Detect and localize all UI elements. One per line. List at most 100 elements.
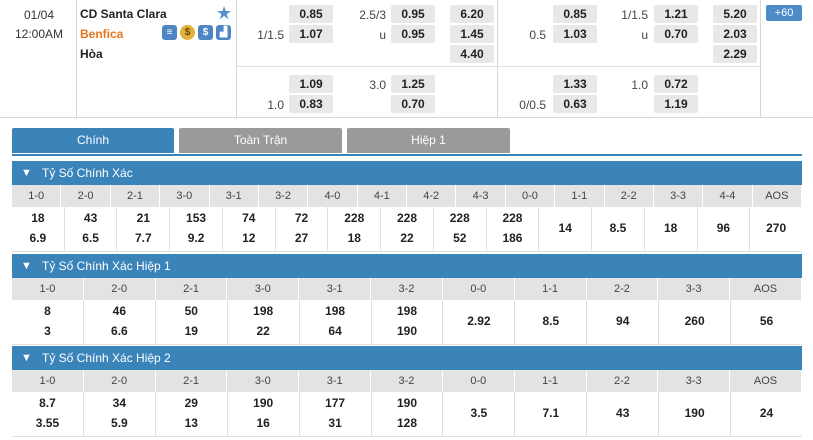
odds-value[interactable]: 198 (253, 304, 274, 318)
tab-full-match[interactable]: Toàn Trận (179, 128, 342, 153)
score-odds-cell[interactable]: 43 6.5 (65, 207, 118, 251)
odds-value[interactable]: 3.55 (35, 416, 60, 430)
odds-value[interactable]: 228 (396, 211, 418, 225)
h1-1x2-home[interactable]: 5.20 (713, 5, 757, 23)
score-odds-cell[interactable]: 8.7 3.55 (12, 392, 84, 436)
ft-1x2-home[interactable]: 6.20 (450, 5, 494, 23)
ft-ou-under[interactable]: 0.95 (391, 25, 435, 43)
h1-ou2-under[interactable]: 1.19 (654, 95, 698, 113)
odds-value[interactable]: 94 (616, 314, 630, 328)
ft-hdp2-home[interactable]: 1.09 (289, 75, 333, 93)
odds-value[interactable]: 8.5 (542, 314, 560, 328)
odds-value[interactable]: 29 (184, 396, 198, 410)
odds-value[interactable]: 27 (294, 231, 309, 245)
score-odds-cell[interactable]: 50 19 (156, 300, 228, 344)
score-odds-cell[interactable]: 94 (587, 300, 660, 344)
score-odds-cell[interactable]: 153 9.2 (170, 207, 223, 251)
odds-value[interactable]: 9.2 (187, 231, 205, 245)
score-odds-cell[interactable]: 198 64 (300, 300, 372, 344)
h1-hdp2-away[interactable]: 0.63 (553, 95, 597, 113)
odds-value[interactable]: 6.5 (82, 231, 99, 245)
odds-value[interactable]: 46 (112, 304, 127, 318)
odds-value[interactable]: 8 (44, 304, 51, 318)
odds-value[interactable]: 16 (256, 416, 270, 430)
h1-1x2-away[interactable]: 2.03 (713, 25, 757, 43)
score-odds-cell[interactable]: 198 190 (372, 300, 444, 344)
ft-hdp2-away[interactable]: 0.83 (289, 95, 333, 113)
odds-value[interactable]: 43 (616, 406, 630, 420)
odds-value[interactable]: 31 (328, 416, 342, 430)
h1-1x2-draw[interactable]: 2.29 (713, 45, 757, 63)
score-odds-cell[interactable]: 72 27 (276, 207, 329, 251)
odds-value[interactable]: 24 (759, 406, 774, 420)
odds-value[interactable]: 21 (136, 211, 151, 225)
tab-first-half[interactable]: Hiệp 1 (347, 128, 510, 153)
more-markets-button[interactable]: +60 (766, 5, 802, 21)
odds-value[interactable]: 270 (766, 221, 787, 235)
odds-value[interactable]: 34 (112, 396, 127, 410)
odds-value[interactable]: 228 (344, 211, 365, 225)
score-odds-cell[interactable]: 260 (659, 300, 732, 344)
score-odds-cell[interactable]: 46 6.6 (84, 300, 156, 344)
score-odds-cell[interactable]: 56 (731, 300, 802, 344)
tab-main[interactable]: Chính (12, 128, 174, 153)
h1-ou-over[interactable]: 1.21 (654, 5, 698, 23)
ft-hdp-away[interactable]: 1.07 (289, 25, 333, 43)
odds-value[interactable]: 198 (396, 304, 417, 318)
score-odds-cell[interactable]: 18 6.9 (12, 207, 65, 251)
score-odds-cell[interactable]: 18 (645, 207, 698, 251)
odds-value[interactable]: 228 (449, 211, 470, 225)
odds-value[interactable]: 18 (347, 231, 361, 245)
odds-value[interactable]: 198 (325, 304, 346, 318)
odds-value[interactable]: 43 (83, 211, 98, 225)
ft-1x2-draw[interactable]: 4.40 (450, 45, 494, 63)
section-header[interactable]: ▼ Tỷ Số Chính Xác Hiệp 1 (12, 254, 802, 278)
odds-value[interactable]: 18 (664, 221, 678, 235)
odds-value[interactable]: 2.92 (467, 314, 491, 328)
money-icon[interactable]: $ (180, 25, 195, 40)
score-odds-cell[interactable]: 21 7.7 (117, 207, 171, 251)
score-odds-cell[interactable]: 270 (750, 207, 802, 251)
h1-hdp-home[interactable]: 0.85 (553, 5, 597, 23)
odds-value[interactable]: 8.5 (609, 221, 627, 235)
score-odds-cell[interactable]: 228 22 (381, 207, 434, 251)
ft-ou-over[interactable]: 0.95 (391, 5, 435, 23)
star-icon[interactable]: ★ (216, 3, 233, 23)
score-odds-cell[interactable]: 8.5 (592, 207, 645, 251)
score-odds-cell[interactable]: 2.92 (443, 300, 516, 344)
h1-hdp-away[interactable]: 1.03 (553, 25, 597, 43)
score-odds-cell[interactable]: 198 22 (228, 300, 300, 344)
odds-value[interactable]: 186 (502, 231, 523, 245)
odds-value[interactable]: 7.1 (542, 406, 560, 420)
score-odds-cell[interactable]: 190 16 (228, 392, 300, 436)
section-header[interactable]: ▼ Tỷ Số Chính Xác Hiệp 2 (12, 346, 802, 370)
odds-value[interactable]: 64 (328, 324, 342, 338)
odds-value[interactable]: 190 (396, 396, 417, 410)
h1-ou-under[interactable]: 0.70 (654, 25, 698, 43)
odds-value[interactable]: 19 (184, 324, 198, 338)
dollar-icon[interactable]: $ (198, 25, 213, 40)
score-odds-cell[interactable]: 43 (587, 392, 660, 436)
away-team[interactable]: Benfica (80, 27, 124, 41)
score-odds-cell[interactable]: 228 18 (328, 207, 382, 251)
odds-value[interactable]: 3 (44, 324, 51, 338)
ft-hdp-home[interactable]: 0.85 (289, 5, 333, 23)
odds-value[interactable]: 260 (684, 314, 705, 328)
odds-value[interactable]: 13 (184, 416, 198, 430)
score-odds-cell[interactable]: 24 (731, 392, 802, 436)
score-odds-cell[interactable]: 74 12 (223, 207, 276, 251)
odds-value[interactable]: 177 (325, 396, 346, 410)
score-odds-cell[interactable]: 7.1 (515, 392, 588, 436)
odds-value[interactable]: 7.7 (134, 231, 152, 245)
odds-value[interactable]: 12 (242, 231, 256, 245)
odds-value[interactable]: 50 (184, 304, 198, 318)
odds-value[interactable]: 52 (453, 231, 467, 245)
odds-value[interactable]: 22 (400, 231, 414, 245)
score-odds-cell[interactable]: 190 128 (372, 392, 444, 436)
ft-1x2-away[interactable]: 1.45 (450, 25, 494, 43)
score-odds-cell[interactable]: 8.5 (515, 300, 588, 344)
score-odds-cell[interactable]: 96 (698, 207, 751, 251)
odds-value[interactable]: 6.9 (29, 231, 47, 245)
odds-value[interactable]: 190 (684, 406, 705, 420)
